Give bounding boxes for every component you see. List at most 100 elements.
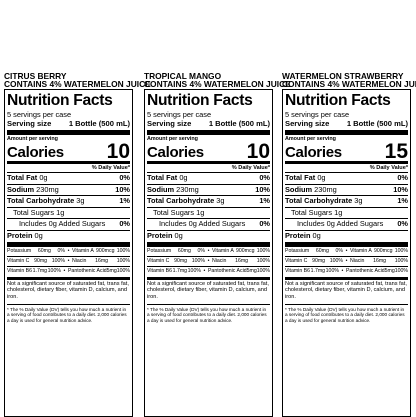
flavor-name: TROPICAL MANGO bbox=[144, 70, 222, 81]
nutrient-amount: 900mcg bbox=[236, 247, 255, 254]
calories-label: Calories bbox=[285, 144, 342, 161]
vitamin-row: Vitamin B6 1.7mg 100% • Pantothenic Acid 5mg 1… bbox=[147, 267, 270, 280]
flavor-name: CITRUS BERRY bbox=[4, 70, 67, 81]
total-sugars-row: Total Sugars 1g bbox=[7, 208, 130, 220]
carb-pct: 1% bbox=[119, 196, 130, 206]
sodium-pct: 10% bbox=[255, 184, 270, 194]
flavor-heading: WATERMELON STRAWBERRY CONTAINS 4% WATERM… bbox=[282, 71, 416, 89]
sodium-amount: 230mg bbox=[314, 184, 337, 194]
daily-value-header: % Daily Value* bbox=[7, 164, 130, 173]
vitamin-cell: Potassium 60mg 0% bbox=[147, 247, 205, 256]
bullet-separator: • bbox=[207, 257, 210, 264]
nutrient-amount: 5mg bbox=[246, 268, 257, 275]
vitamin-cell: Vitamin A 900mcg 100% bbox=[72, 247, 130, 256]
carb-pct: 1% bbox=[259, 196, 270, 206]
vitamin-cell: Niacin 16mg 100% bbox=[350, 257, 408, 266]
sodium-pct: 10% bbox=[393, 184, 408, 194]
daily-value-footnote: * The % Daily Value (DV) tells you how m… bbox=[147, 303, 270, 324]
serving-size-value: 1 Bottle (500 mL) bbox=[68, 119, 130, 128]
not-significant-source-note: Not a significant source of saturated fa… bbox=[285, 280, 407, 300]
nutrient-pct: 100% bbox=[47, 268, 61, 275]
protein-amount: 0g bbox=[34, 230, 43, 240]
nutrient-name: Vitamin A bbox=[350, 247, 372, 254]
carb-amount: 3g bbox=[216, 196, 225, 206]
nutrient-name: Niacin bbox=[212, 257, 227, 264]
not-significant-source-note: Not a significant source of saturated fa… bbox=[7, 280, 129, 300]
sodium-row: Sodium 230mg 10% bbox=[285, 185, 408, 197]
nutrient-pct: 100% bbox=[51, 257, 65, 264]
sodium-pct: 10% bbox=[115, 184, 130, 194]
daily-value-header: % Daily Value* bbox=[147, 164, 270, 173]
carb-pct: 1% bbox=[397, 196, 408, 206]
vitamin-cell: Niacin 16mg 100% bbox=[72, 257, 130, 266]
nutrient-name: Vitamin B6 bbox=[7, 268, 32, 275]
protein-row: Protein 0g bbox=[147, 231, 270, 247]
serving-size-label: Serving size bbox=[285, 119, 330, 128]
nutrient-amount: 90mg bbox=[34, 257, 48, 264]
amount-per-serving: Amount per serving bbox=[147, 136, 198, 142]
added-sugars-pct: 0% bbox=[119, 219, 130, 229]
added-sugars-pct: 0% bbox=[397, 219, 408, 229]
serving-size-row: Serving size 1 Bottle (500 mL) bbox=[285, 119, 408, 135]
carbohydrate-row: Total Carbohydrate 3g 1% bbox=[147, 196, 270, 208]
nutrient-name: Potassium bbox=[7, 247, 32, 254]
nutrient-amount: 60mg bbox=[315, 247, 329, 254]
nutrient-pct: 0% bbox=[197, 247, 205, 254]
nutrient-pct: 100% bbox=[394, 268, 408, 275]
carb-label: Total Carbohydrate bbox=[147, 196, 215, 206]
bullet-separator: • bbox=[207, 247, 210, 254]
protein-label: Protein bbox=[7, 230, 33, 240]
calories-value: 10 bbox=[106, 140, 130, 163]
serving-size-label: Serving size bbox=[147, 119, 192, 128]
protein-label: Protein bbox=[147, 230, 173, 240]
vitamin-row: Vitamin C 90mg 100% • Niacin 16mg 100% bbox=[7, 257, 130, 268]
flavor-heading: CITRUS BERRY CONTAINS 4% WATERMELON JUIC… bbox=[4, 70, 151, 89]
flavor-heading: TROPICAL MANGO CONTAINS 4% WATERMELON JU… bbox=[144, 70, 291, 89]
total-sugars-label: Total Sugars 1g bbox=[13, 207, 65, 217]
calories-label: Calories bbox=[147, 144, 204, 161]
vitamin-cell: Potassium 60mg 0% bbox=[7, 247, 65, 256]
carb-amount: 3g bbox=[76, 196, 85, 206]
amount-per-serving: Amount per serving bbox=[7, 136, 58, 142]
nutrient-name: Pantothenic Acid bbox=[207, 268, 247, 275]
nutrient-name: Potassium bbox=[147, 247, 172, 254]
nutrient-amount: 1.7mg bbox=[32, 268, 48, 275]
serving-size-row: Serving size 1 Bottle (500 mL) bbox=[7, 119, 130, 135]
calories-row: Calories 10 bbox=[147, 140, 270, 164]
nutrient-name: Niacin bbox=[350, 257, 365, 264]
vitamin-cell: Vitamin B6 1.7mg 100% bbox=[7, 267, 61, 276]
juice-content: CONTAINS 4% WATERMELON JUICE bbox=[144, 79, 291, 89]
vitamin-row: Potassium 60mg 0% • Vitamin A 900mcg 100% bbox=[147, 247, 270, 257]
calories-value: 10 bbox=[246, 140, 270, 163]
sodium-row: Sodium 230mg 10% bbox=[147, 185, 270, 197]
carb-amount: 3g bbox=[354, 196, 363, 206]
nutrient-amount: 60mg bbox=[37, 247, 51, 254]
nutrient-pct: 100% bbox=[116, 268, 130, 275]
added-sugars-label: Includes 0g Added Sugars bbox=[19, 219, 106, 229]
nutrient-pct: 100% bbox=[256, 247, 270, 254]
nutrient-name: Vitamin C bbox=[147, 257, 170, 264]
nutrient-amount: 900mcg bbox=[374, 247, 393, 254]
daily-value-footnote: * The % Daily Value (DV) tells you how m… bbox=[285, 303, 408, 324]
nutrient-name: Niacin bbox=[72, 257, 87, 264]
vitamin-row: Vitamin C 90mg 100% • Niacin 16mg 100% bbox=[285, 257, 408, 268]
nutrient-amount: 90mg bbox=[312, 257, 326, 264]
nutrient-pct: 100% bbox=[329, 257, 343, 264]
added-sugars-label: Includes 0g Added Sugars bbox=[159, 219, 246, 229]
nutrient-amount: 5mg bbox=[106, 268, 117, 275]
vitamin-cell: Vitamin C 90mg 100% bbox=[147, 257, 205, 266]
calories-row: Calories 10 bbox=[7, 140, 130, 164]
total-fat-label: Total Fat bbox=[285, 173, 316, 182]
nutrient-pct: 0% bbox=[335, 247, 343, 254]
protein-row: Protein 0g bbox=[7, 231, 130, 247]
nutrient-pct: 100% bbox=[187, 268, 201, 275]
vitamins-block: Potassium 60mg 0% • Vitamin A 900mcg 100% Vitam… bbox=[147, 247, 270, 280]
carbohydrate-row: Total Carbohydrate 3g 1% bbox=[285, 196, 408, 208]
vitamin-cell: Potassium 60mg 0% bbox=[285, 247, 343, 256]
total-fat-amount: 0g bbox=[317, 173, 326, 182]
serving-size-value: 1 Bottle (500 mL) bbox=[208, 119, 270, 128]
serving-size-label: Serving size bbox=[7, 119, 52, 128]
bullet-separator: • bbox=[67, 247, 70, 254]
added-sugars-pct: 0% bbox=[259, 219, 270, 229]
sodium-label: Sodium bbox=[285, 184, 313, 194]
